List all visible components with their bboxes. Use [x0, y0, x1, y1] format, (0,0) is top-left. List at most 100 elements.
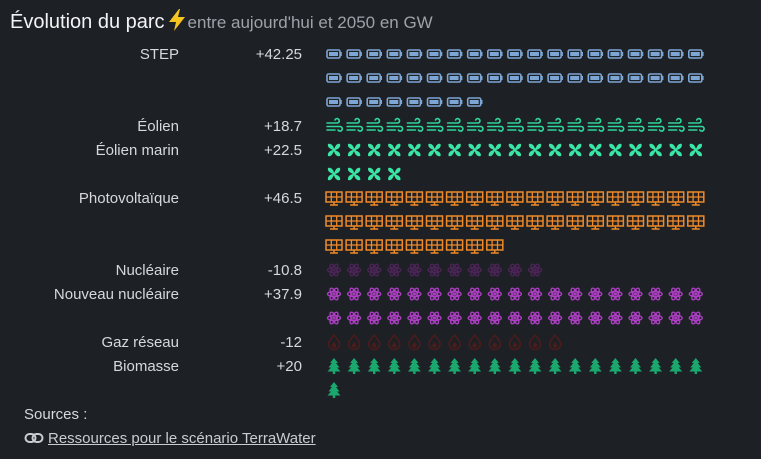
battery-icon	[547, 73, 563, 83]
flame-icon	[428, 333, 441, 351]
wind-icon	[587, 117, 605, 132]
atom-icon	[648, 287, 663, 301]
battery-icon	[406, 97, 423, 107]
atom-icon	[447, 263, 462, 277]
solar-panel-icon	[486, 239, 504, 254]
battery-icon	[326, 49, 342, 59]
flame-icon	[387, 333, 401, 351]
wind-icon	[507, 117, 524, 132]
battery-icon	[627, 49, 644, 59]
chart-row: Éolien marin +22.5	[96, 142, 702, 181]
solar-panel-icon	[465, 215, 484, 230]
solar-panel-icon	[606, 215, 625, 230]
tree-icon	[649, 358, 663, 374]
fan-icon	[548, 143, 562, 157]
tree-icon	[508, 358, 522, 374]
wind-icon	[326, 117, 344, 132]
solar-panel-icon	[687, 215, 705, 230]
tree-icon	[327, 358, 341, 374]
battery-icon	[687, 73, 704, 83]
tree-icon	[428, 358, 441, 374]
solar-panel-icon	[566, 215, 584, 230]
flame-icon	[548, 333, 562, 351]
wind-icon	[466, 117, 484, 132]
tree-icon	[448, 358, 462, 374]
atom-icon	[387, 287, 402, 301]
solar-panel-icon	[405, 191, 424, 206]
chart-row: STEP +42.25	[140, 46, 704, 107]
tree-icon	[548, 358, 562, 374]
battery-icon	[527, 73, 543, 83]
flame-icon	[408, 333, 421, 351]
solar-panel-icon	[405, 239, 424, 254]
battery-icon	[446, 49, 463, 59]
battery-icon	[446, 97, 463, 107]
atom-icon	[427, 287, 442, 301]
solar-panel-icon	[546, 191, 564, 206]
solar-panel-icon	[325, 239, 343, 254]
battery-icon	[346, 97, 362, 107]
value-label: +20	[277, 358, 302, 375]
solar-panel-icon	[325, 191, 343, 206]
solar-panel-icon	[365, 191, 383, 206]
battery-icon	[607, 73, 624, 83]
tree-icon	[689, 358, 703, 374]
atom-icon	[527, 311, 543, 325]
tree-icon	[629, 358, 642, 374]
terrawater-resources-link[interactable]: Ressources pour le scénario TerraWater	[48, 430, 316, 447]
solar-panel-icon	[425, 215, 444, 230]
battery-icon	[486, 73, 503, 83]
solar-panel-icon	[586, 215, 605, 230]
battery-icon	[667, 73, 684, 83]
solar-panel-icon	[445, 191, 464, 206]
battery-icon	[346, 49, 362, 59]
atom-icon	[387, 311, 402, 325]
chart-row: Biomasse +20	[113, 358, 703, 398]
battery-icon	[647, 49, 664, 59]
solar-panel-icon	[425, 239, 444, 254]
atom-icon	[527, 287, 543, 301]
link-icon	[24, 433, 44, 443]
solar-panel-icon	[546, 215, 564, 230]
wind-icon	[667, 117, 685, 132]
wind-icon	[527, 117, 545, 132]
fan-icon	[448, 143, 461, 157]
page-subtitle: entre aujourd'hui et 2050 en GW	[187, 13, 433, 32]
battery-icon	[426, 49, 443, 59]
fan-icon	[528, 143, 542, 157]
solar-panel-icon	[606, 191, 625, 206]
flame-icon	[488, 333, 502, 351]
category-label: Éolien	[137, 118, 179, 135]
chart-row: Gaz réseau -12	[101, 333, 562, 351]
value-label: +42.25	[256, 46, 302, 63]
solar-panel-icon	[506, 191, 524, 206]
atom-icon	[507, 263, 523, 277]
tree-icon	[468, 358, 482, 374]
flame-icon	[448, 333, 461, 351]
header: Évolution du parc entre aujourd'hui et 20…	[10, 9, 433, 34]
solar-panel-icon	[365, 239, 383, 254]
fan-icon	[327, 143, 341, 157]
sources-label: Sources :	[24, 406, 88, 423]
fan-icon	[368, 167, 381, 181]
solar-panel-icon	[646, 215, 665, 230]
flame-icon	[367, 333, 381, 351]
atom-icon	[668, 287, 683, 301]
wind-icon	[547, 117, 565, 132]
atom-icon	[427, 263, 442, 277]
atom-icon	[326, 311, 342, 325]
source-link-row[interactable]: Ressources pour le scénario TerraWater	[24, 430, 316, 447]
atom-icon	[688, 287, 703, 301]
fan-icon	[468, 143, 481, 157]
fan-icon	[609, 143, 622, 157]
flame-icon	[528, 333, 542, 351]
battery-icon	[446, 73, 463, 83]
solar-panel-icon	[405, 215, 424, 230]
battery-icon	[346, 73, 362, 83]
atom-icon	[487, 311, 502, 325]
battery-icon	[366, 49, 382, 59]
atom-icon	[467, 263, 482, 277]
tree-icon	[669, 358, 683, 374]
chart-row: Nouveau nucléaire +37.9	[54, 286, 703, 325]
atom-icon	[487, 287, 502, 301]
